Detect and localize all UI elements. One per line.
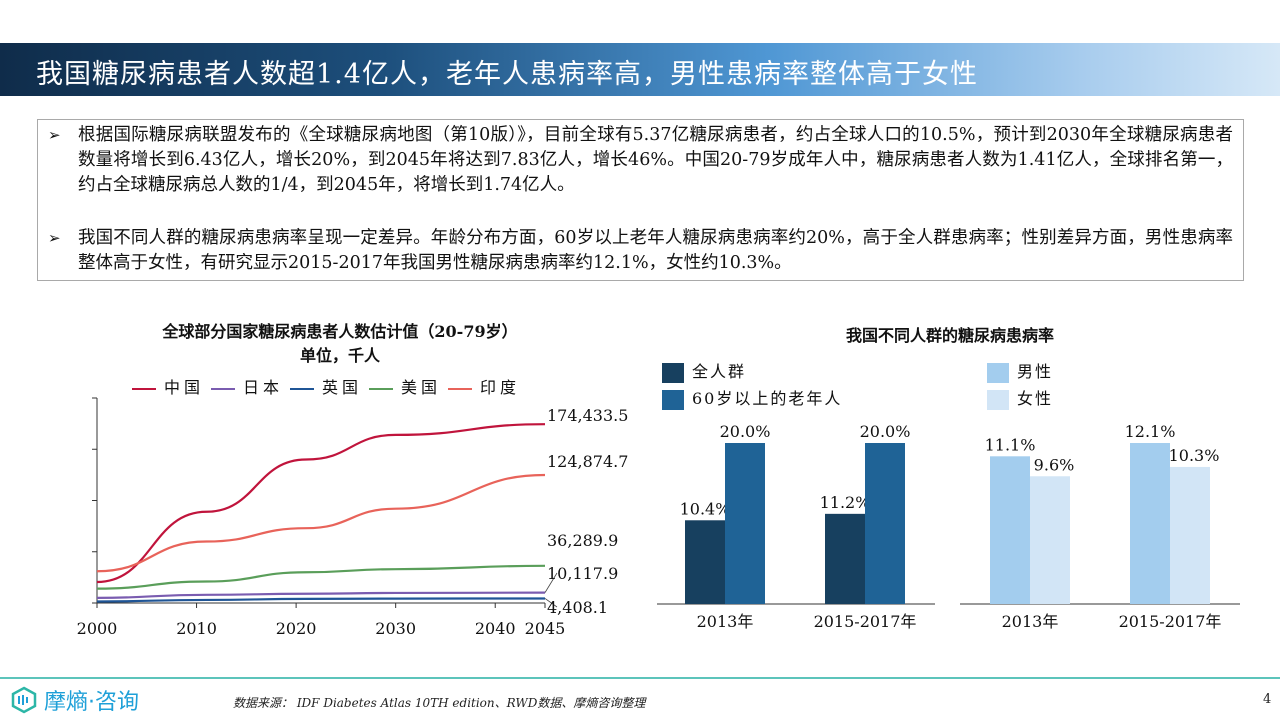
legend-item: 男性	[987, 358, 1053, 383]
legend-swatch	[662, 389, 684, 410]
bar-60岁以上的老年人	[725, 443, 765, 604]
bar-value-label: 11.1%	[985, 435, 1036, 454]
bullet-item: ➢ 根据国际糖尿病联盟发布的《全球糖尿病地图（第10版）》，目前全球有5.37亿…	[48, 123, 1233, 198]
leader-line	[544, 598, 558, 608]
x-tick-label: 2030	[375, 619, 416, 638]
company-logo: 摩熵·咨询	[10, 684, 139, 716]
x-category-label: 2013年	[1002, 612, 1059, 631]
data-label-中国: 174,433.5	[547, 406, 628, 425]
legend-swatch	[290, 387, 314, 390]
data-label-日本: 10,117.9	[547, 564, 618, 583]
series-line-印度	[96, 473, 546, 573]
arrow-bullet-icon: ➢	[48, 229, 61, 247]
logo-icon	[11, 686, 37, 714]
bar-value-label: 10.4%	[680, 499, 731, 518]
bar-value-label: 20.0%	[720, 422, 771, 441]
legend-label: 印度	[480, 378, 521, 397]
legend-label: 男性	[1017, 362, 1054, 381]
line-chart-title: 全球部分国家糖尿病患者人数估计值（20-79岁）	[162, 322, 518, 341]
data-label-美国: 36,289.9	[547, 531, 618, 550]
bar-value-label: 10.3%	[1169, 446, 1220, 465]
logo-text: 摩熵·咨询	[44, 690, 139, 715]
legend-label: 女性	[1017, 389, 1054, 408]
page-number: 4	[1263, 692, 1272, 707]
line-chart-subtitle: 单位，千人	[299, 346, 380, 365]
x-tick-label: 2040	[475, 619, 516, 638]
legend-swatch	[987, 362, 1009, 383]
bar-60岁以上的老年人	[865, 443, 905, 604]
legend-label: 英国	[322, 378, 363, 397]
bar-value-label: 9.6%	[1034, 455, 1075, 474]
legend-swatch	[132, 387, 156, 390]
data-label-印度: 124,874.7	[547, 452, 628, 471]
footer-divider	[0, 677, 1280, 679]
legend-swatch	[211, 387, 235, 390]
bar-value-label: 20.0%	[860, 422, 911, 441]
legend-swatch	[987, 389, 1009, 410]
bar-全人群	[825, 513, 865, 604]
x-tick-label: 2020	[276, 619, 317, 638]
legend-item: 日本	[211, 374, 283, 398]
legend-item: 中国	[132, 374, 204, 398]
legend-swatch	[662, 362, 684, 383]
bar-value-label: 11.2%	[820, 493, 871, 512]
x-category-label: 2013年	[697, 612, 754, 631]
bar-chart-title: 我国不同人群的糖尿病患病率	[845, 326, 1054, 345]
legend-item: 英国	[290, 374, 362, 398]
series-line-英国	[96, 597, 546, 603]
legend-item: 60岁以上的老年人	[662, 385, 842, 410]
legend-item: 美国	[369, 374, 441, 398]
x-tick-label: 2010	[176, 619, 217, 638]
bar-女性	[1170, 466, 1210, 604]
bar-全人群	[685, 520, 725, 604]
x-category-label: 2015-2017年	[814, 612, 917, 631]
bar-男性	[1130, 443, 1170, 604]
legend-label: 日本	[243, 378, 284, 397]
data-label-英国: 4,408.1	[547, 598, 608, 617]
legend-label: 60岁以上的老年人	[692, 389, 843, 408]
x-tick-label: 2000	[77, 619, 118, 638]
bar-女性	[1030, 476, 1070, 604]
bullet-item: ➢ 我国不同人群的糖尿病患病率呈现一定差异。年龄分布方面，60岁以上老年人糖尿病…	[48, 226, 1233, 276]
bullet-text: 我国不同人群的糖尿病患病率呈现一定差异。年龄分布方面，60岁以上老年人糖尿病患病…	[78, 228, 1233, 273]
series-line-美国	[96, 564, 546, 590]
legend-label: 中国	[164, 378, 205, 397]
legend-label: 全人群	[692, 362, 747, 381]
legend-item: 印度	[448, 374, 520, 398]
bar-男性	[990, 456, 1030, 604]
legend-swatch	[448, 387, 472, 390]
page-title: 我国糖尿病患者人数超1.4亿人，老年人患病率高，男性患病率整体高于女性	[36, 59, 978, 90]
data-source: 数据来源： IDF Diabetes Atlas 10TH edition、RW…	[233, 696, 646, 710]
arrow-bullet-icon: ➢	[48, 126, 61, 144]
series-line-日本	[96, 591, 546, 599]
title-bar	[0, 43, 1280, 96]
x-tick-label: 2045	[525, 619, 566, 638]
leader-line	[544, 572, 558, 593]
bullet-text: 根据国际糖尿病联盟发布的《全球糖尿病地图（第10版）》，目前全球有5.37亿糖尿…	[78, 125, 1233, 195]
bar-value-label: 12.1%	[1125, 422, 1176, 441]
legend-item: 全人群	[662, 358, 746, 383]
series-line-中国	[96, 423, 546, 584]
x-category-label: 2015-2017年	[1119, 612, 1222, 631]
legend-swatch	[369, 387, 393, 390]
legend-item: 女性	[987, 385, 1053, 410]
legend-label: 美国	[401, 378, 442, 397]
summary-box: ➢ 根据国际糖尿病联盟发布的《全球糖尿病地图（第10版）》，目前全球有5.37亿…	[37, 119, 1244, 281]
